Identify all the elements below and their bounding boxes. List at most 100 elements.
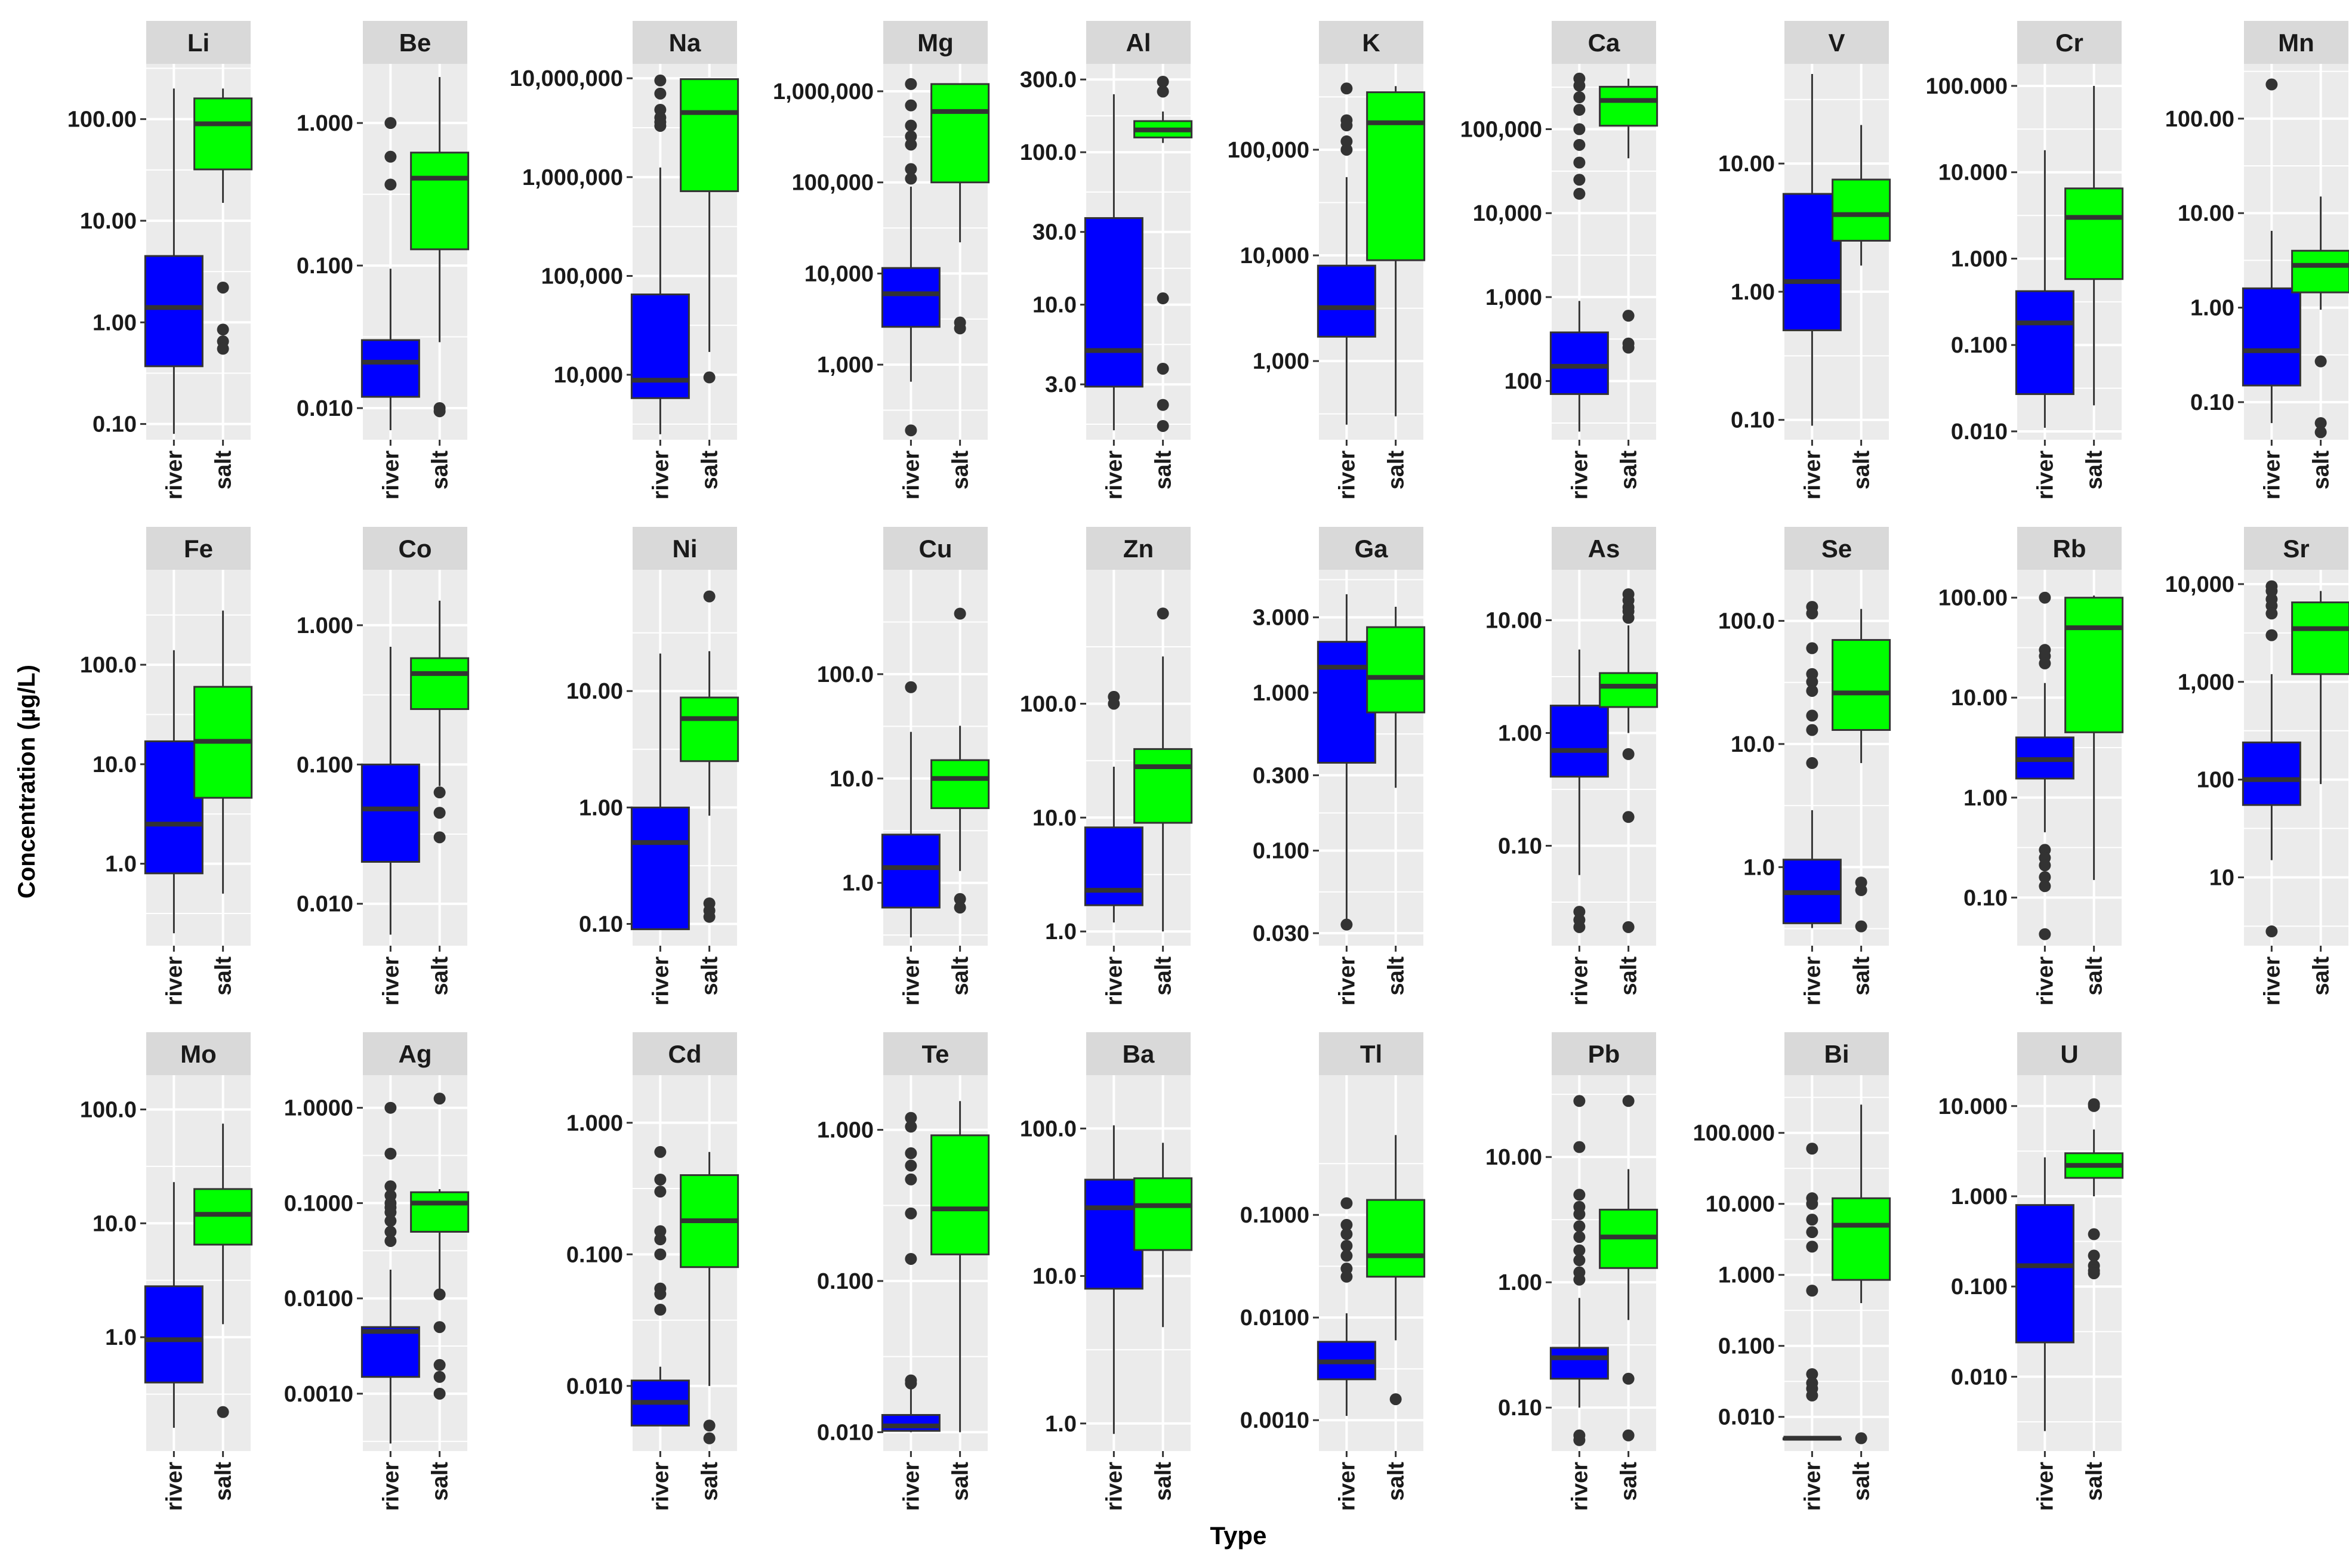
outlier-point <box>1573 187 1586 200</box>
y-tick-label: 10,000 <box>1473 201 1542 226</box>
box-iqr <box>1782 193 1842 332</box>
y-tick-label: 1.000 <box>1253 681 1309 706</box>
outlier-point <box>384 1226 397 1238</box>
box-iqr <box>144 1285 204 1384</box>
outlier-point <box>1340 1270 1353 1283</box>
box-river <box>630 653 690 930</box>
outlier-point <box>1573 1254 1586 1267</box>
outlier-point <box>1806 1368 1818 1381</box>
y-tick-label: 0.10 <box>1731 408 1775 433</box>
y-tick-label: 100.0 <box>1020 140 1077 165</box>
outlier-point <box>1622 1429 1635 1442</box>
panel-be: Be 0.010 0.100 1.000 river salt <box>297 21 470 499</box>
outlier-point <box>1573 174 1586 186</box>
outlier-point <box>217 323 229 336</box>
outlier-point <box>1573 1244 1586 1257</box>
outlier-point <box>2265 585 2278 597</box>
outlier-point <box>217 1406 229 1418</box>
strip-label: Rb <box>2053 535 2086 563</box>
y-tick-label: 0.0100 <box>284 1286 353 1311</box>
x-tick-label: river <box>162 450 187 500</box>
x-tick-label: river <box>162 1462 187 1511</box>
y-tick-label: 1.000 <box>1951 246 2008 271</box>
outlier-point <box>2265 78 2278 91</box>
y-tick-label: 1,000 <box>1485 285 1542 310</box>
box-salt <box>1366 606 1426 788</box>
outlier-point <box>1622 921 1635 933</box>
strip-label: Te <box>922 1040 950 1068</box>
box-iqr <box>410 152 470 251</box>
box-iqr <box>193 1188 253 1246</box>
x-tick-label: river <box>1102 956 1127 1006</box>
y-tick-label: 100,000 <box>1228 138 1309 163</box>
box-iqr <box>630 806 690 930</box>
y-tick-label: 10.0 <box>1032 293 1077 318</box>
outlier-point <box>654 74 667 87</box>
box-river <box>2015 591 2074 940</box>
box-iqr <box>144 740 204 875</box>
strip-be <box>363 21 467 64</box>
box-salt <box>930 83 990 335</box>
y-tick-label: 100,000 <box>541 264 623 289</box>
outlier-point <box>1622 748 1635 760</box>
box-iqr <box>680 78 739 192</box>
y-tick-label: 10.00 <box>1485 1145 1542 1170</box>
box-iqr <box>2291 601 2349 675</box>
box-river <box>144 88 204 434</box>
outlier-point <box>1573 91 1586 103</box>
x-tick-label: river <box>2033 1462 2058 1511</box>
box-river <box>360 1101 420 1444</box>
outlier-point <box>1806 757 1818 769</box>
strip-label: Se <box>1821 535 1852 563</box>
y-tick-label: 0.100 <box>297 254 353 279</box>
outlier-point <box>384 1215 397 1227</box>
strip-cr <box>2017 21 2122 64</box>
y-tick-label: 10,000,000 <box>510 66 623 91</box>
x-tick-label: salt <box>1151 1462 1176 1501</box>
outlier-point <box>384 117 397 129</box>
box-river <box>1549 649 1609 933</box>
box-river <box>881 681 941 938</box>
outlier-point <box>1157 419 1169 432</box>
y-tick-label: 100.0 <box>817 662 874 687</box>
box-iqr <box>1599 85 1659 127</box>
outlier-point <box>1806 607 1818 620</box>
x-tick-label: salt <box>948 450 973 490</box>
x-tick-label: salt <box>1151 956 1176 996</box>
outlier-point <box>905 1159 917 1172</box>
strip-label: Zn <box>1123 535 1154 563</box>
y-tick-label: 1.000 <box>566 1111 623 1136</box>
y-tick-label: 1.0 <box>842 871 874 896</box>
y-tick-label: 1.0 <box>105 1325 137 1350</box>
outlier-point <box>905 1121 917 1133</box>
x-tick-label: river <box>378 1462 403 1511</box>
panel-cu: Cu 1.0 10.0 100.0 river salt <box>817 527 990 1005</box>
outlier-point <box>2265 629 2278 641</box>
panel-ca: Ca 100 1,000 10,000 100,000 river salt <box>1460 21 1659 499</box>
y-tick-label: 10.0 <box>1032 1264 1077 1289</box>
box-iqr <box>2291 249 2349 294</box>
strip-co <box>363 527 467 570</box>
strip-label: Sr <box>2283 535 2309 563</box>
panel-rb: Rb 0.10 1.00 10.00 100.00 river salt <box>1938 527 2124 1005</box>
y-tick-label: 10.00 <box>1718 152 1775 177</box>
x-tick-label: salt <box>1384 450 1409 490</box>
box-river <box>360 647 420 935</box>
outlier-point <box>905 1173 917 1186</box>
strip-label: Pb <box>1588 1040 1620 1068</box>
y-tick-label: 0.010 <box>297 396 353 421</box>
y-tick-label: 1.0 <box>105 852 137 877</box>
x-tick-label: river <box>899 1462 924 1511</box>
y-tick-label: 0.0100 <box>1240 1305 1309 1331</box>
outlier-point <box>703 910 716 923</box>
outlier-point <box>1340 135 1353 147</box>
y-tick-label: 10.0 <box>1032 805 1077 831</box>
y-tick-label: 10,000 <box>1240 243 1309 268</box>
y-tick-label: 100.000 <box>1693 1121 1775 1146</box>
strip-rb <box>2017 527 2122 570</box>
box-iqr <box>1133 748 1193 824</box>
x-tick-label: salt <box>2309 450 2334 490</box>
x-tick-label: river <box>648 450 673 500</box>
outlier-point <box>654 1225 667 1237</box>
panel-se: Se 1.0 10.0 100.0 river salt <box>1718 527 1891 1005</box>
